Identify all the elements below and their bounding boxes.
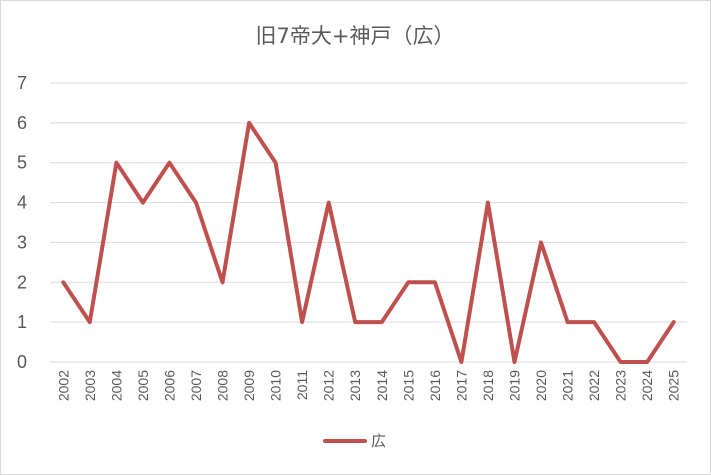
- x-tick-label: 2007: [188, 370, 204, 401]
- x-tick-label: 2002: [55, 370, 71, 401]
- data-point: [672, 320, 676, 324]
- y-tick-label: 6: [17, 113, 27, 133]
- x-tick-label: 2009: [241, 370, 257, 401]
- legend: 広: [323, 432, 386, 450]
- data-point: [61, 280, 65, 284]
- data-point: [592, 320, 596, 324]
- data-point: [327, 201, 331, 205]
- x-tick-label: 2025: [666, 370, 682, 401]
- x-tick-label: 2013: [347, 370, 363, 401]
- data-point: [274, 161, 278, 165]
- x-axis-tick-labels: 2002 2003 2004 2005 2006 2007 2008 2009 2010 2011…: [55, 370, 681, 401]
- data-point: [539, 240, 543, 244]
- data-point: [459, 360, 463, 364]
- x-tick-label: 2014: [374, 370, 390, 401]
- data-point: [141, 201, 145, 205]
- data-point: [353, 320, 357, 324]
- x-tick-label: 2003: [82, 370, 98, 401]
- data-point: [194, 201, 198, 205]
- x-tick-label: 2015: [400, 370, 416, 401]
- y-tick-label: 2: [17, 272, 27, 292]
- data-point: [167, 161, 171, 165]
- data-point: [645, 360, 649, 364]
- y-axis-tick-labels: 0 1 2 3 4 5 6 7: [17, 73, 27, 372]
- x-tick-label: 2021: [560, 370, 576, 401]
- x-tick-label: 2016: [427, 370, 443, 401]
- x-tick-label: 2023: [613, 370, 629, 401]
- data-point: [380, 320, 384, 324]
- x-tick-label: 2005: [135, 370, 151, 401]
- data-point: [486, 201, 490, 205]
- series-lines: [61, 120, 676, 364]
- x-tick-label: 2019: [506, 370, 522, 401]
- data-point: [221, 280, 225, 284]
- data-point: [114, 161, 118, 165]
- x-tick-label: 2011: [294, 370, 310, 400]
- series-line-0: [61, 120, 676, 364]
- y-tick-label: 5: [17, 153, 27, 173]
- x-tick-label: 2022: [586, 370, 602, 401]
- x-tick-label: 2008: [215, 370, 231, 401]
- x-tick-label: 2004: [108, 370, 124, 401]
- y-tick-label: 7: [17, 73, 27, 93]
- data-point: [406, 280, 410, 284]
- data-point: [88, 320, 92, 324]
- data-point: [566, 320, 570, 324]
- x-tick-label: 2018: [480, 370, 496, 401]
- chart-title: 旧7帝大+神戸（広）: [256, 24, 455, 48]
- data-point: [512, 360, 516, 364]
- x-tick-label: 2020: [533, 370, 549, 401]
- legend-label: 広: [371, 432, 386, 450]
- y-tick-label: 4: [17, 193, 27, 213]
- x-tick-label: 2010: [268, 370, 284, 401]
- y-tick-label: 3: [17, 232, 27, 252]
- data-point: [433, 280, 437, 284]
- x-tick-label: 2017: [453, 370, 469, 401]
- data-point: [247, 121, 251, 125]
- x-tick-label: 2006: [161, 370, 177, 401]
- y-tick-label: 0: [17, 352, 27, 372]
- data-point: [619, 360, 623, 364]
- data-point: [300, 320, 304, 324]
- x-tick-label: 2024: [639, 370, 655, 401]
- x-tick-label: 2012: [321, 370, 337, 401]
- y-tick-label: 1: [17, 312, 27, 332]
